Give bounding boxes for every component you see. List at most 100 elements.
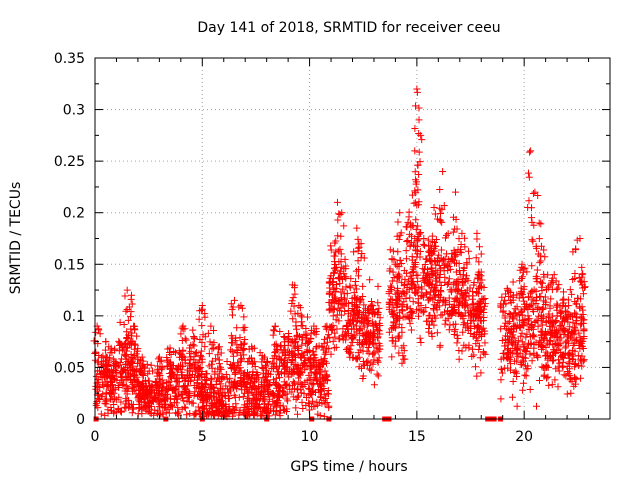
data-point bbox=[453, 331, 461, 339]
data-point bbox=[229, 382, 237, 390]
data-point bbox=[475, 300, 483, 308]
data-point bbox=[179, 394, 187, 402]
data-point bbox=[524, 312, 532, 320]
data-point bbox=[367, 331, 375, 339]
data-point bbox=[403, 312, 411, 320]
data-point bbox=[367, 366, 375, 374]
x-tick-label: 20 bbox=[515, 429, 533, 445]
data-point bbox=[519, 317, 527, 325]
data-point bbox=[221, 392, 229, 400]
data-point bbox=[270, 327, 278, 335]
data-point bbox=[518, 274, 526, 282]
data-point bbox=[178, 324, 186, 332]
data-point bbox=[175, 378, 183, 386]
data-point bbox=[455, 267, 463, 275]
data-point bbox=[208, 375, 216, 383]
data-point bbox=[559, 326, 567, 334]
data-point bbox=[375, 304, 383, 312]
data-point bbox=[556, 322, 564, 330]
data-point bbox=[550, 347, 558, 355]
data-point bbox=[119, 346, 127, 354]
data-point bbox=[566, 376, 574, 384]
data-point bbox=[537, 327, 545, 335]
data-point bbox=[248, 343, 256, 351]
data-point bbox=[295, 374, 303, 382]
data-point bbox=[167, 360, 175, 368]
data-point bbox=[191, 367, 199, 375]
data-point bbox=[568, 330, 576, 338]
data-point bbox=[364, 316, 372, 324]
data-point bbox=[452, 188, 459, 196]
data-point bbox=[288, 297, 296, 305]
data-point bbox=[394, 248, 402, 256]
data-point bbox=[354, 306, 362, 314]
data-point bbox=[230, 384, 238, 392]
data-point bbox=[472, 305, 480, 313]
data-point bbox=[361, 315, 369, 323]
data-point bbox=[221, 391, 229, 399]
data-point bbox=[312, 377, 320, 385]
data-point bbox=[257, 412, 265, 420]
x-tick-label: 0 bbox=[91, 429, 100, 445]
data-point bbox=[194, 403, 202, 411]
data-point bbox=[298, 351, 306, 359]
data-point bbox=[497, 355, 505, 363]
data-point bbox=[288, 281, 296, 289]
data-point bbox=[114, 405, 122, 413]
data-point bbox=[497, 365, 505, 373]
data-point bbox=[394, 297, 402, 305]
data-point bbox=[392, 290, 400, 298]
data-point bbox=[306, 361, 314, 369]
data-point bbox=[411, 147, 419, 155]
data-point bbox=[231, 337, 239, 345]
data-point bbox=[409, 298, 417, 306]
data-point bbox=[534, 303, 542, 311]
data-point bbox=[542, 363, 550, 371]
data-point bbox=[136, 368, 144, 376]
data-point bbox=[572, 310, 580, 318]
data-point bbox=[92, 372, 100, 380]
data-point bbox=[96, 371, 104, 379]
data-point bbox=[372, 324, 380, 332]
data-point bbox=[502, 319, 510, 327]
y-tick-label: 0.1 bbox=[63, 309, 85, 325]
data-point bbox=[374, 299, 382, 307]
data-point bbox=[303, 331, 311, 339]
data-point bbox=[507, 299, 515, 307]
data-point bbox=[175, 408, 183, 416]
data-point bbox=[229, 311, 237, 319]
data-point bbox=[165, 348, 173, 356]
data-point bbox=[337, 267, 345, 275]
data-point bbox=[395, 235, 403, 243]
data-point bbox=[554, 284, 562, 292]
data-point bbox=[159, 403, 167, 411]
data-point bbox=[468, 352, 476, 360]
data-point bbox=[347, 275, 355, 283]
data-point bbox=[522, 347, 530, 355]
data-point bbox=[577, 355, 585, 363]
data-point bbox=[398, 359, 406, 367]
data-point bbox=[481, 294, 489, 302]
data-point bbox=[397, 229, 405, 237]
data-point bbox=[173, 371, 181, 379]
data-point bbox=[515, 311, 523, 319]
data-point bbox=[190, 332, 198, 340]
data-point bbox=[502, 332, 510, 340]
data-point bbox=[122, 361, 130, 369]
data-point bbox=[275, 370, 283, 378]
data-point bbox=[287, 307, 295, 315]
data-point bbox=[470, 310, 478, 318]
data-point bbox=[559, 288, 567, 296]
data-point bbox=[311, 354, 319, 362]
data-point bbox=[375, 354, 383, 362]
data-point bbox=[504, 344, 512, 352]
data-point bbox=[416, 229, 424, 237]
data-point bbox=[385, 298, 393, 306]
data-point bbox=[534, 250, 542, 258]
data-point bbox=[321, 357, 329, 365]
data-point bbox=[453, 339, 461, 347]
data-point bbox=[310, 359, 318, 367]
data-point bbox=[103, 372, 111, 380]
data-point bbox=[428, 317, 436, 325]
data-point bbox=[399, 352, 407, 360]
